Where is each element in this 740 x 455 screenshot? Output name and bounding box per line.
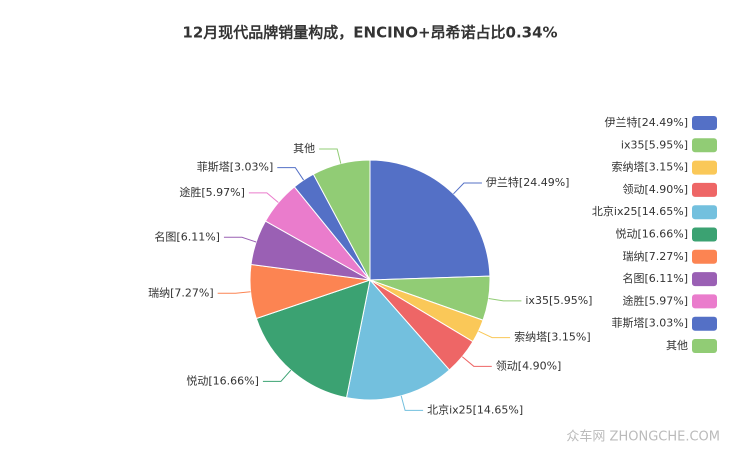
watermark: 众车网 ZHONGCHE.COM [566,429,720,445]
legend-swatch [692,316,717,331]
slice-label: 伊兰特[24.49%] [486,175,570,189]
slice-label: 索纳塔[3.15%] [514,330,591,344]
slice-label: 名图[6.11%] [154,229,220,243]
slice-label: ix35[5.95%] [525,294,592,307]
leader-line [478,330,511,339]
slice-label: 瑞纳[7.27%] [148,285,214,299]
slice-label: 菲斯塔[3.03%] [197,161,274,174]
pie-slice [369,159,491,281]
leader-line [277,167,304,181]
leader-line [223,236,257,243]
leader-line [488,298,522,302]
legend-swatch [692,249,717,264]
leader-line [461,356,492,367]
leader-line [400,395,424,411]
legend-swatch [692,160,717,175]
legend-label: ix35[5.95%] [621,138,688,151]
legend-label: 领动[4.90%] [622,183,688,196]
legend-swatch [692,227,717,242]
leader-line [262,369,292,382]
legend-swatch [692,272,717,287]
leader-line [319,148,342,164]
legend-swatch [692,116,717,130]
legend-label: 悦动[16.66%] [615,227,688,241]
legend-label: 其他 [666,339,688,352]
legend-label: 名图[6.11%] [622,271,688,285]
legend-swatch [692,205,717,220]
slice-label: 悦动[16.66%] [186,373,259,387]
legend-swatch [692,182,717,197]
legend-swatch [692,294,717,309]
slice-label: 领动[4.90%] [496,359,562,372]
slice-label: 北京ix25[14.65%] [427,402,523,416]
leader-line [453,182,482,195]
slice-label: 其他 [293,142,315,155]
legend-label: 菲斯塔[3.03%] [611,317,688,330]
legend-label: 瑞纳[7.27%] [622,249,688,263]
legend-label: 索纳塔[3.15%] [611,160,688,174]
chart-title: 12月现代品牌销量构成，ENCINO+昂希诺占比0.34% [182,24,557,42]
leader-line [217,291,251,294]
pie-slice [312,159,371,281]
slice-label: 途胜[5.97%] [179,185,245,199]
legend-label: 途胜[5.97%] [622,293,688,307]
pie-slice [345,278,451,401]
leader-line [248,192,279,203]
legend-swatch [692,339,717,353]
legend-label: 北京ix25[14.65%] [592,204,688,218]
legend-swatch [692,138,717,153]
legend-label: 伊兰特[24.49%] [604,115,688,129]
